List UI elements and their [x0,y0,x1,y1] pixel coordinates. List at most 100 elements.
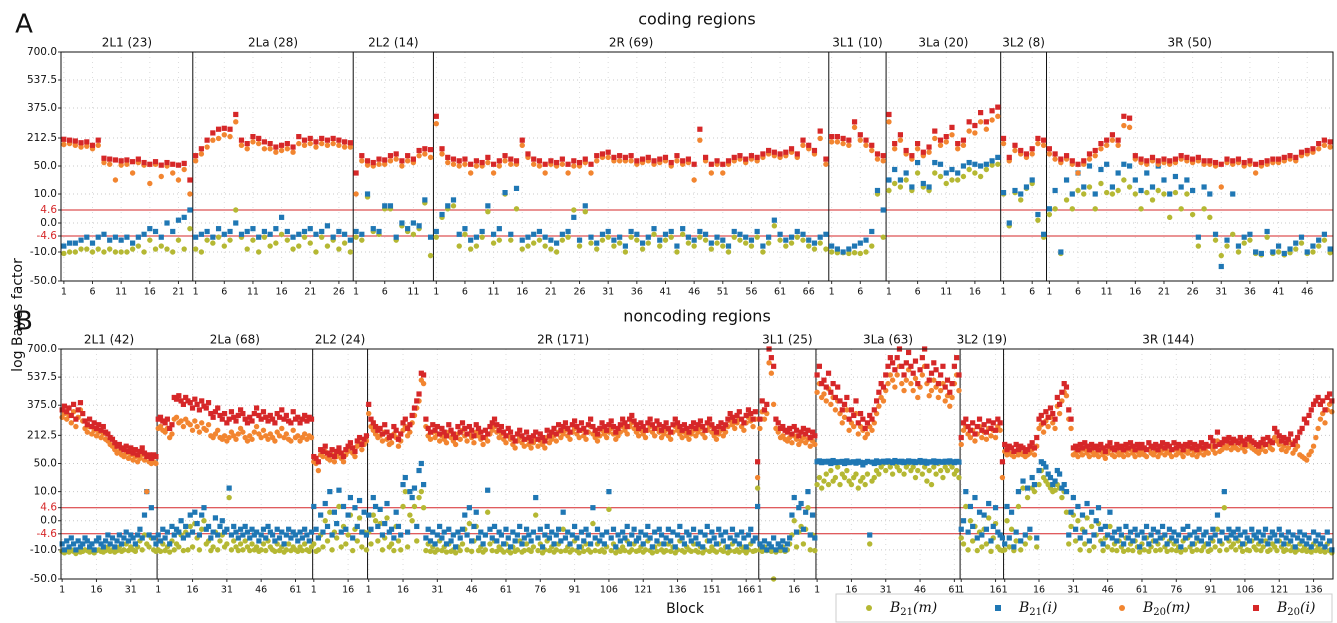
point [695,422,701,428]
point [278,142,285,148]
point [1149,197,1156,203]
point [949,132,955,138]
point [273,144,279,150]
point [192,246,199,252]
point [1322,544,1328,550]
point [920,180,926,187]
point [857,240,863,246]
point [874,151,881,157]
point [995,113,1001,120]
point [1149,184,1156,190]
point [1288,538,1294,544]
point [940,363,946,369]
point [914,146,921,152]
point [519,237,525,243]
point [170,228,176,235]
point [464,547,470,553]
point [73,423,79,430]
point [464,431,470,437]
x-tick-label: 76 [1170,585,1182,596]
point [709,422,715,428]
point [551,541,557,547]
point [1018,191,1024,197]
point [388,433,395,439]
point [1057,471,1063,477]
point [464,438,470,444]
point [1029,440,1035,446]
point [974,547,980,554]
point [196,547,203,553]
point [89,142,96,148]
point [1317,541,1324,547]
point [315,467,322,474]
point [308,416,315,422]
point [242,416,248,422]
point [903,360,909,366]
point [1167,191,1173,197]
point [622,547,628,554]
point [384,500,390,507]
point [489,535,495,541]
point [443,440,450,446]
point [217,523,223,530]
point [1138,206,1144,212]
point [364,191,371,197]
point [1274,538,1280,544]
point [505,425,511,432]
point [409,412,415,419]
point [261,139,268,145]
point [445,159,451,166]
x-tick-label: 1 [1001,287,1007,298]
point [130,159,136,165]
point [414,398,420,404]
point [752,535,758,541]
point [1130,547,1136,554]
point [336,246,342,252]
point [290,149,296,155]
point [601,541,607,547]
point [103,538,109,544]
point [201,518,207,524]
point [313,526,319,532]
point [1195,154,1201,160]
point [215,405,221,411]
point [702,532,708,538]
point [825,481,832,488]
point [883,372,889,378]
point [748,243,755,249]
point [617,538,623,544]
point [938,372,944,378]
point [388,526,395,532]
point [510,529,516,535]
y-tick-label: 700.0 [27,46,57,58]
point [1272,532,1278,538]
point [175,217,182,223]
point [542,234,548,240]
point [725,243,732,249]
point [555,526,562,532]
point [639,246,646,252]
point [198,231,204,237]
point [937,137,944,143]
point [1092,152,1098,159]
point [928,387,935,394]
point [467,246,474,252]
point [336,137,342,143]
point [452,441,459,448]
point [537,526,543,532]
point [783,149,789,155]
point [307,240,313,246]
point [1144,158,1150,164]
point [926,393,932,399]
region-label: 2L1 (23) [102,36,152,50]
point [203,405,209,411]
point [124,234,130,240]
point [297,420,303,426]
point [711,535,717,541]
point [61,141,67,148]
point [359,544,365,550]
point [869,243,875,249]
point [480,441,486,448]
point [739,416,745,422]
point [848,407,855,413]
